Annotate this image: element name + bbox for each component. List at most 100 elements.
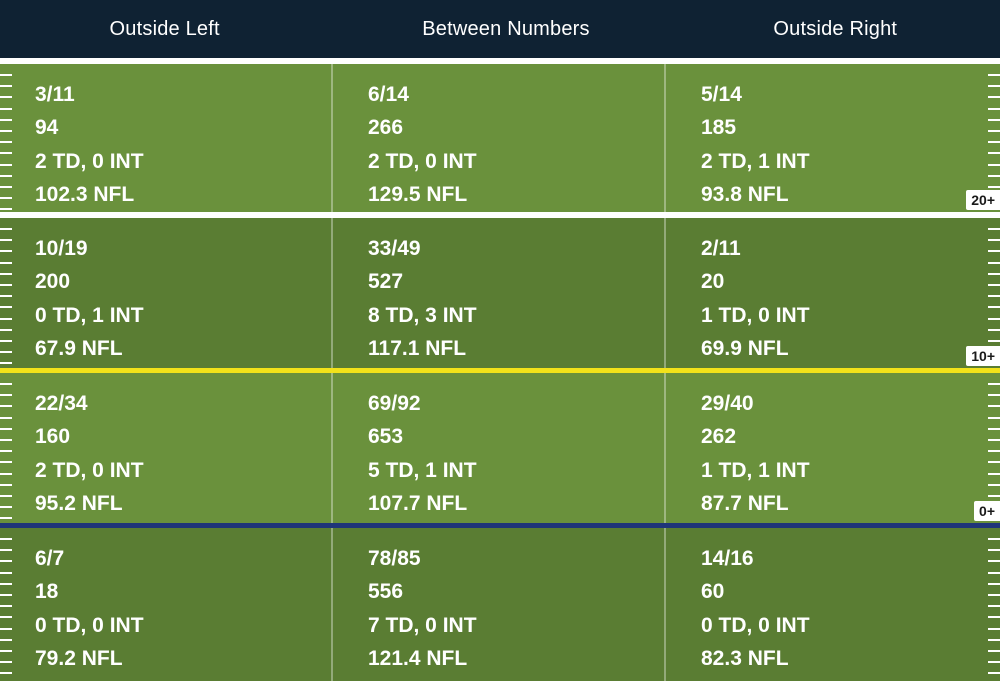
hash-mark [988, 141, 1000, 143]
stat-passer-rating: 69.9 NFL [701, 337, 789, 361]
hash-mark [0, 549, 12, 551]
hash-mark [988, 250, 1000, 252]
hash-mark [988, 329, 1000, 331]
zone-cell-outside-left[interactable]: 22/34 160 2 TD, 0 INT 95.2 NFL [0, 373, 331, 523]
stat-touchdowns-interceptions: 2 TD, 0 INT [35, 149, 144, 173]
stat-yards: 556 [368, 580, 404, 604]
zone-cell-outside-right[interactable]: 2/11 20 1 TD, 0 INT 69.9 NFL [664, 218, 1000, 368]
hash-mark [0, 506, 12, 508]
hash-mark [988, 428, 1000, 430]
hash-mark [0, 295, 12, 297]
hash-mark [988, 152, 1000, 154]
stat-yards: 527 [368, 270, 404, 294]
hash-mark [988, 318, 1000, 320]
hash-mark [0, 141, 12, 143]
hash-mark [0, 74, 12, 76]
zone-row-4: 6/7 18 0 TD, 0 INT 79.2 NFL 78/85 556 7 TD, 0 … [0, 528, 1000, 681]
hash-mark [0, 650, 12, 652]
hash-mark [0, 164, 12, 166]
yard-line-10 [0, 367, 1000, 373]
zone-cell-between-numbers[interactable]: 33/49 527 8 TD, 3 INT 117.1 NFL [331, 218, 664, 368]
zone-cell-outside-left[interactable]: 10/19 200 0 TD, 1 INT 67.9 NFL [0, 218, 331, 368]
hash-mark [988, 175, 1000, 177]
zone-cell-outside-left[interactable]: 3/11 94 2 TD, 0 INT 102.3 NFL [0, 64, 331, 212]
stat-passer-rating: 129.5 NFL [368, 183, 468, 207]
hash-mark [988, 450, 1000, 452]
stat-completions: 6/7 [35, 547, 65, 570]
stat-completions: 69/92 [368, 392, 421, 415]
stat-touchdowns-interceptions: 2 TD, 0 INT [368, 149, 477, 173]
stat-touchdowns-interceptions: 7 TD, 0 INT [368, 613, 477, 637]
hash-mark [988, 273, 1000, 275]
hash-mark [988, 119, 1000, 121]
stat-passer-rating: 102.3 NFL [35, 183, 135, 207]
hash-mark [0, 538, 12, 540]
hash-mark [0, 119, 12, 121]
hash-mark [0, 628, 12, 630]
zone-cell-outside-left[interactable]: 6/7 18 0 TD, 0 INT 79.2 NFL [0, 528, 331, 681]
hash-mark [988, 239, 1000, 241]
hash-mark [0, 517, 12, 519]
stat-yards: 60 [701, 580, 725, 604]
hash-mark [0, 394, 12, 396]
zone-cell-between-numbers[interactable]: 6/14 266 2 TD, 0 INT 129.5 NFL [331, 64, 664, 212]
hash-mark [0, 262, 12, 264]
stat-passer-rating: 121.4 NFL [368, 647, 468, 671]
hash-mark [0, 484, 12, 486]
hash-mark [0, 383, 12, 385]
column-label-outside-left: Outside Left [109, 17, 220, 40]
hash-mark [0, 495, 12, 497]
zone-cell-outside-right[interactable]: 5/14 185 2 TD, 1 INT 93.8 NFL [664, 64, 1000, 212]
stat-completions: 2/11 [701, 237, 741, 260]
stat-yards: 262 [701, 425, 737, 449]
zone-row-2: 10/19 200 0 TD, 1 INT 67.9 NFL 33/49 527 8 TD,… [0, 218, 1000, 368]
stat-passer-rating: 95.2 NFL [35, 492, 123, 516]
hash-mark [0, 306, 12, 308]
hash-mark [0, 572, 12, 574]
hash-mark [0, 616, 12, 618]
stat-touchdowns-interceptions: 8 TD, 3 INT [368, 303, 477, 327]
hash-mark [0, 340, 12, 342]
hash-mark [0, 273, 12, 275]
hash-mark [988, 538, 1000, 540]
zone-cell-between-numbers[interactable]: 78/85 556 7 TD, 0 INT 121.4 NFL [331, 528, 664, 681]
hash-mark [0, 450, 12, 452]
stat-yards: 160 [35, 425, 71, 449]
zone-cell-outside-right[interactable]: 29/40 262 1 TD, 1 INT 87.7 NFL [664, 373, 1000, 523]
hash-mark [988, 616, 1000, 618]
hash-mark [988, 394, 1000, 396]
column-header: Outside Left Between Numbers Outside Rig… [0, 0, 1000, 58]
hash-mark [0, 108, 12, 110]
yard-line-20 [0, 212, 1000, 218]
stat-passer-rating: 117.1 NFL [368, 337, 467, 361]
zone-row-1: 3/11 94 2 TD, 0 INT 102.3 NFL 6/14 266 2 TD, 0… [0, 64, 1000, 212]
hash-mark [0, 428, 12, 430]
zone-cell-between-numbers[interactable]: 69/92 653 5 TD, 1 INT 107.7 NFL [331, 373, 664, 523]
stat-completions: 5/14 [701, 83, 742, 106]
hash-mark [0, 439, 12, 441]
stat-completions: 22/34 [35, 392, 88, 415]
column-label-outside-right: Outside Right [773, 17, 898, 40]
hash-mark [988, 484, 1000, 486]
hash-mark [988, 661, 1000, 663]
hash-mark [0, 639, 12, 641]
hash-mark [0, 175, 12, 177]
hash-mark [988, 85, 1000, 87]
hash-mark [0, 405, 12, 407]
hash-mark [0, 186, 12, 188]
stat-yards: 266 [368, 116, 404, 140]
stat-yards: 18 [35, 580, 59, 604]
zone-cell-outside-right[interactable]: 14/16 60 0 TD, 0 INT 82.3 NFL [664, 528, 1000, 681]
stat-passer-rating: 87.7 NFL [701, 492, 789, 516]
hash-mark [0, 197, 12, 199]
hash-mark [988, 417, 1000, 419]
hash-mark [988, 164, 1000, 166]
stat-completions: 6/14 [368, 83, 409, 106]
hash-mark [0, 318, 12, 320]
stat-passer-rating: 82.3 NFL [701, 647, 789, 671]
hash-mark [988, 639, 1000, 641]
hash-mark [0, 417, 12, 419]
hash-mark [988, 405, 1000, 407]
stat-completions: 29/40 [701, 392, 754, 415]
stat-passer-rating: 67.9 NFL [35, 337, 123, 361]
